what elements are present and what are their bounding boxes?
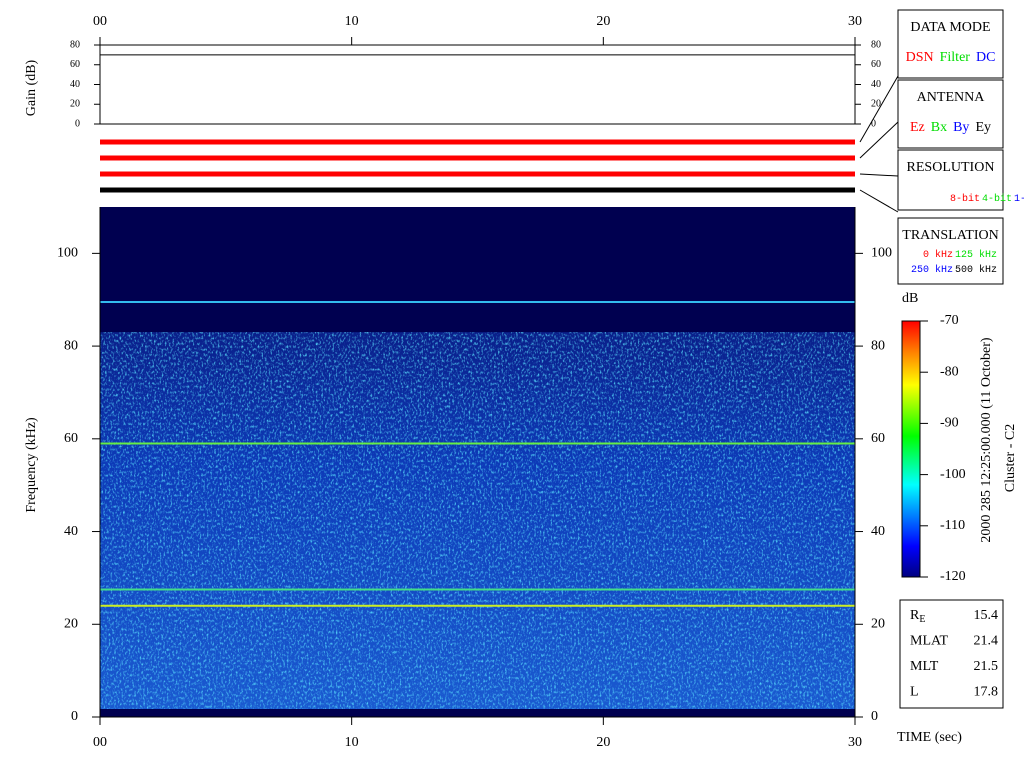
- mode-option: DSN: [906, 50, 934, 65]
- y-tick-label: 20: [70, 99, 80, 110]
- y-tick-label: 40: [70, 79, 80, 90]
- mode-panel-title: ANTENNA: [917, 90, 986, 105]
- mode-options: Ez Bx By Ey: [910, 120, 991, 135]
- mode-options: 250 kHz 500 kHz: [911, 264, 997, 276]
- parameter-value: 21.5: [974, 659, 999, 674]
- x-tick-label: 30: [848, 735, 862, 750]
- y-tick-label: 80: [871, 338, 885, 353]
- mode-panel-title: TRANSLATION: [902, 228, 998, 243]
- colorbar: [901, 320, 921, 578]
- colorbar-tick-label: -90: [940, 416, 959, 431]
- parameter-value: 17.8: [974, 685, 999, 700]
- colorbar-tick-label: -110: [940, 518, 965, 533]
- mode-option: 0 kHz: [923, 249, 953, 261]
- mode-option: DC: [976, 50, 995, 65]
- colorbar-tick-label: -100: [940, 467, 966, 482]
- arrow: [859, 121, 899, 159]
- y-tick-label: 40: [871, 79, 881, 90]
- parameter-subscript: E: [919, 614, 925, 625]
- y-tick-label: 0: [71, 709, 78, 724]
- x-tick-label: 10: [345, 735, 359, 750]
- mode-option: 1-bit: [1014, 193, 1024, 205]
- y-tick-label: 100: [57, 246, 78, 261]
- mode-options: 0 kHz 125 kHz: [923, 249, 997, 261]
- noise-speckle: [100, 332, 855, 709]
- arrow: [859, 189, 899, 213]
- y-axis-label: Gain (dB): [24, 59, 39, 116]
- parameter-name: L: [910, 685, 919, 700]
- x-axis-label: TIME (sec): [897, 730, 962, 745]
- mode-panel: [897, 149, 1004, 211]
- x-tick-label: 00: [93, 735, 107, 750]
- parameter-name: MLT: [910, 659, 939, 674]
- plot-frame: [99, 44, 856, 125]
- y-tick-label: 40: [871, 524, 885, 539]
- y-tick-label: 60: [64, 431, 78, 446]
- mode-panel: [897, 79, 1004, 149]
- colorbar-label: dB: [902, 291, 918, 306]
- mode-option: 125 kHz: [955, 249, 997, 261]
- arrow: [859, 173, 899, 177]
- y-tick-label: 60: [871, 431, 885, 446]
- x-tick-label: 10: [345, 14, 359, 29]
- side-label: 2000 285 12:25:00.000 (11 October): [979, 337, 994, 543]
- x-tick-label: 00: [93, 14, 107, 29]
- mode-option: Bx: [931, 120, 947, 135]
- mode-panel: [897, 217, 1004, 285]
- mode-panel-title: RESOLUTION: [907, 160, 995, 175]
- y-tick-label: 80: [64, 338, 78, 353]
- mode-options: DSN Filter DC: [906, 50, 996, 65]
- y-tick-label: 20: [871, 616, 885, 631]
- y-tick-label: 60: [871, 59, 881, 70]
- mode-panel-title: DATA MODE: [910, 20, 990, 35]
- y-tick-label: 40: [64, 524, 78, 539]
- mode-arrows: [859, 75, 899, 213]
- colorbar-tick-label: -70: [940, 313, 959, 328]
- y-tick-label: 60: [70, 59, 80, 70]
- parameter-value: 15.4: [974, 608, 999, 623]
- parameter-value: 21.4: [974, 634, 999, 649]
- mode-option: 8-bit: [950, 193, 980, 205]
- y-tick-label: 20: [64, 616, 78, 631]
- mode-option: Ey: [975, 120, 991, 135]
- y-tick-label: 100: [871, 246, 892, 261]
- x-tick-label: 20: [596, 14, 610, 29]
- mode-panel: [897, 9, 1004, 79]
- side-label: Cluster - C2: [1003, 424, 1018, 492]
- mode-option: By: [953, 120, 969, 135]
- y-tick-label: 80: [70, 39, 80, 50]
- x-tick-label: 30: [848, 14, 862, 29]
- y-tick-label: 0: [871, 709, 878, 724]
- y-tick-label: 0: [871, 118, 876, 129]
- mode-option: 500 kHz: [955, 264, 997, 276]
- colorbar-tick-label: -120: [940, 569, 966, 584]
- mode-panels: DATA MODE DSN Filter DC ANTENNA Ez Bx By Ey RESOL…: [100, 9, 1024, 285]
- arrow: [859, 75, 899, 143]
- mode-option: Filter: [940, 50, 971, 65]
- x-tick-label: 20: [596, 735, 610, 750]
- parameter-box: [899, 599, 1004, 709]
- y-tick-label: 80: [871, 39, 881, 50]
- mode-option: Ez: [910, 120, 925, 135]
- mode-option: 250 kHz: [911, 264, 953, 276]
- colorbar-tick-label: -80: [940, 364, 959, 379]
- y-tick-label: 20: [871, 99, 881, 110]
- mode-option: 4-bit: [982, 193, 1012, 205]
- y-axis-label: Frequency (kHz): [24, 417, 39, 513]
- y-tick-label: 0: [75, 118, 80, 129]
- parameter-name: MLAT: [910, 634, 949, 649]
